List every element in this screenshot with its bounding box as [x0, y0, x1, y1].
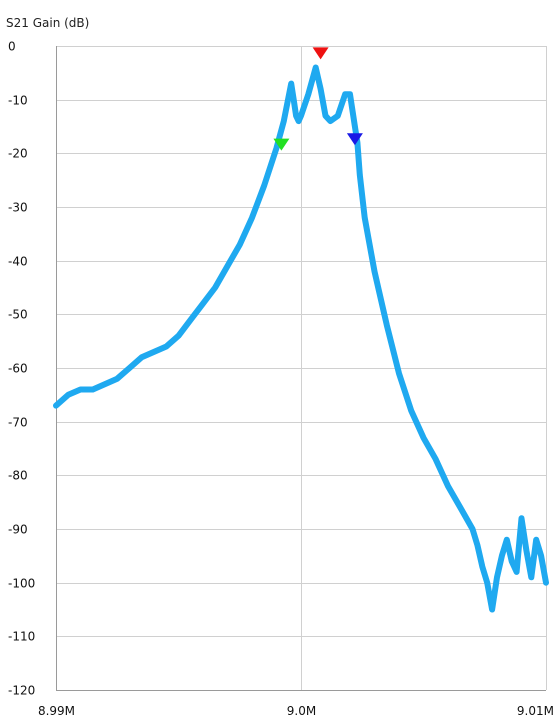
series-layer: [53, 64, 549, 613]
y-tick-label: 0: [8, 40, 16, 54]
y-tick-label: -120: [8, 684, 35, 698]
y-tick-label: -70: [8, 416, 28, 430]
tick-labels: 0 -10 -20 -30 -40 -50 -60 -70 -80 -90 -100 -110 -120…: [8, 40, 554, 719]
x-tick-label: 9.01M: [517, 704, 554, 718]
y-tick-label: -30: [8, 201, 28, 215]
axes: [56, 46, 546, 691]
marker-triangle: [346, 133, 363, 146]
y-tick-label: -10: [8, 94, 28, 108]
marker-layer: [273, 47, 363, 151]
series-line: [53, 64, 549, 613]
y-tick-label: -110: [8, 630, 35, 644]
y-tick-label: -60: [8, 362, 28, 376]
y-tick-label: -20: [8, 147, 28, 161]
y-tick-label: -50: [8, 308, 28, 322]
y-tick-label: -80: [8, 469, 28, 483]
y-tick-label: -40: [8, 255, 28, 269]
x-tick-label: 9.0M: [287, 704, 316, 718]
y-axis-title: S21 Gain (dB): [6, 16, 89, 30]
x-tick-label: 8.99M: [38, 704, 75, 718]
y-tick-label: -100: [8, 577, 35, 591]
marker-triangle: [312, 47, 329, 60]
marker-triangle: [273, 138, 290, 151]
y-tick-label: -90: [8, 523, 28, 537]
